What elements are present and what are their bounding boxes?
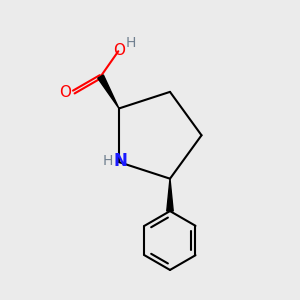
Polygon shape [167, 179, 173, 211]
Text: O: O [59, 85, 71, 100]
Text: N: N [113, 152, 127, 169]
Polygon shape [98, 75, 119, 109]
Text: H: H [103, 154, 113, 168]
Text: O: O [113, 43, 125, 58]
Text: H: H [126, 36, 136, 50]
